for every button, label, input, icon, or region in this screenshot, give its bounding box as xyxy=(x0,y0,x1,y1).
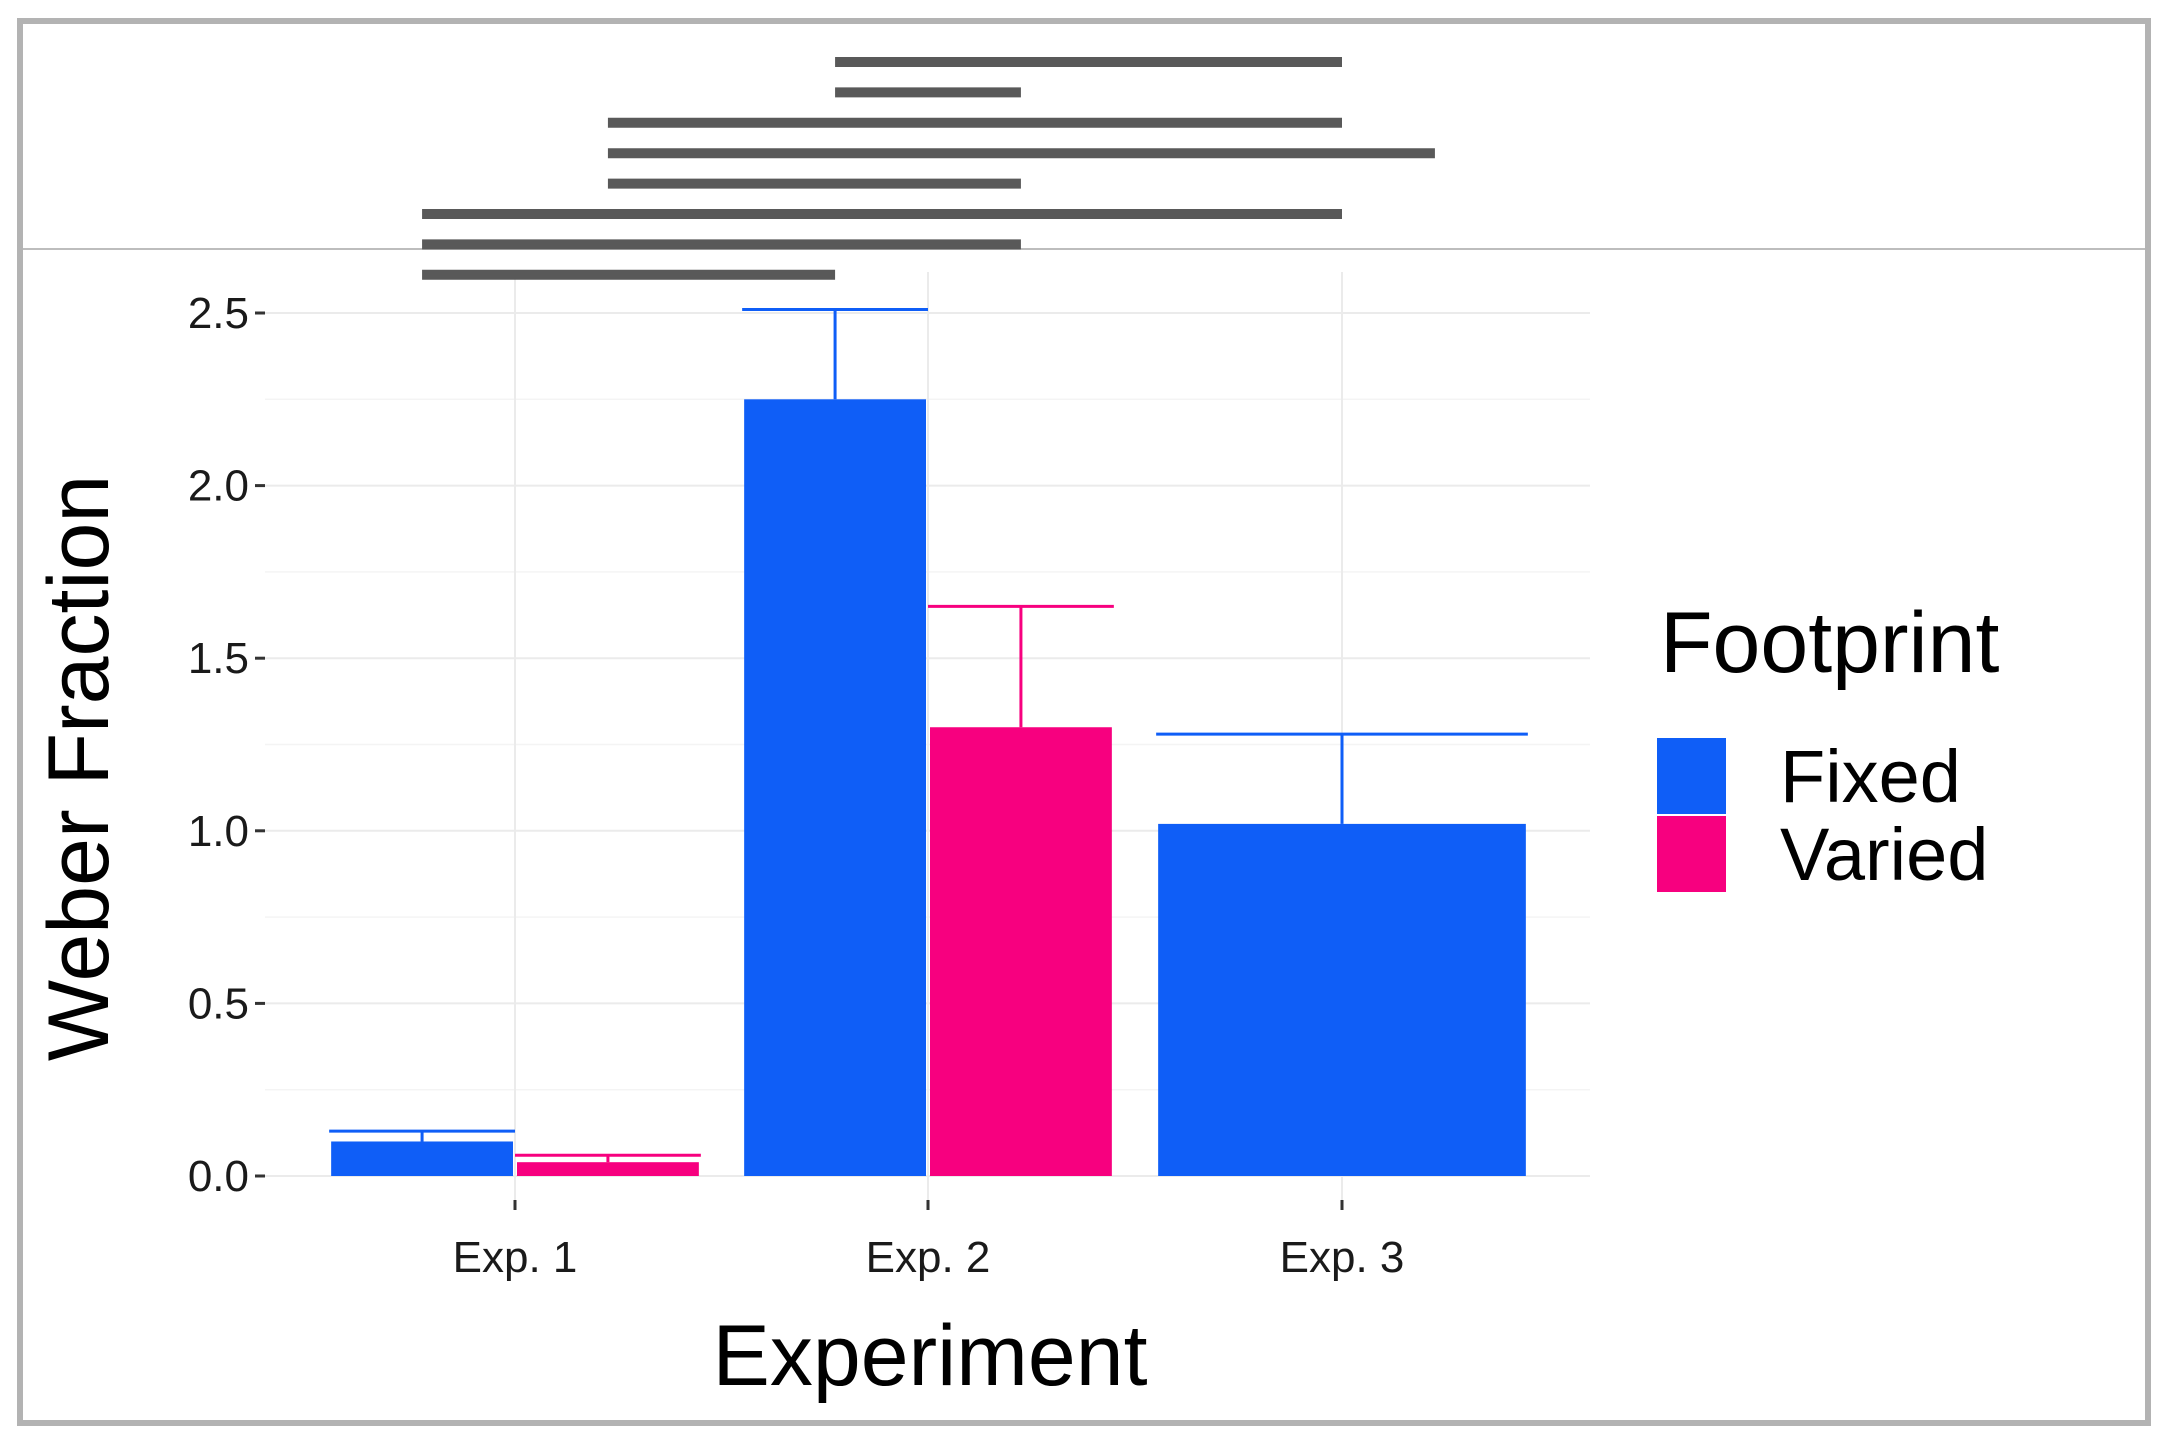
legend-label-fixed: Fixed xyxy=(1780,735,1961,818)
x-tick-label: Exp. 3 xyxy=(1280,1233,1405,1282)
bar-fixed-3 xyxy=(1158,823,1526,1176)
x-tick-label: Exp. 1 xyxy=(453,1233,578,1282)
bar-fixed-2 xyxy=(744,399,926,1176)
bars xyxy=(331,399,1526,1176)
legend-label-varied: Varied xyxy=(1780,813,1988,896)
y-tick-label: 1.5 xyxy=(188,634,249,683)
legend-swatch-fixed xyxy=(1655,736,1728,816)
legend-title: Footprint xyxy=(1660,595,1999,691)
y-tick-label: 0.0 xyxy=(188,1152,249,1201)
bar-varied-2 xyxy=(930,727,1112,1176)
grid xyxy=(265,272,1590,1200)
legend-swatch-varied xyxy=(1655,814,1728,894)
y-tick-label: 0.5 xyxy=(188,979,249,1028)
y-axis-title: Weber Fraction xyxy=(31,475,127,1061)
y-tick-label: 1.0 xyxy=(188,807,249,856)
error-bars xyxy=(329,308,1528,1163)
x-tick-label: Exp. 2 xyxy=(866,1233,991,1282)
comparison-brackets xyxy=(422,57,1435,280)
y-tick-label: 2.0 xyxy=(188,462,249,511)
x-axis: Exp. 1 Exp. 2 Exp. 3 xyxy=(453,1200,1405,1282)
x-axis-title: Experiment xyxy=(713,1308,1148,1404)
bar-fixed-1 xyxy=(331,1141,513,1176)
y-axis: 0.0 0.5 1.0 1.5 2.0 2.5 xyxy=(188,289,265,1201)
bar-varied-1 xyxy=(517,1162,699,1176)
figure-border xyxy=(17,18,2151,1426)
y-tick-label: 2.5 xyxy=(188,289,249,338)
